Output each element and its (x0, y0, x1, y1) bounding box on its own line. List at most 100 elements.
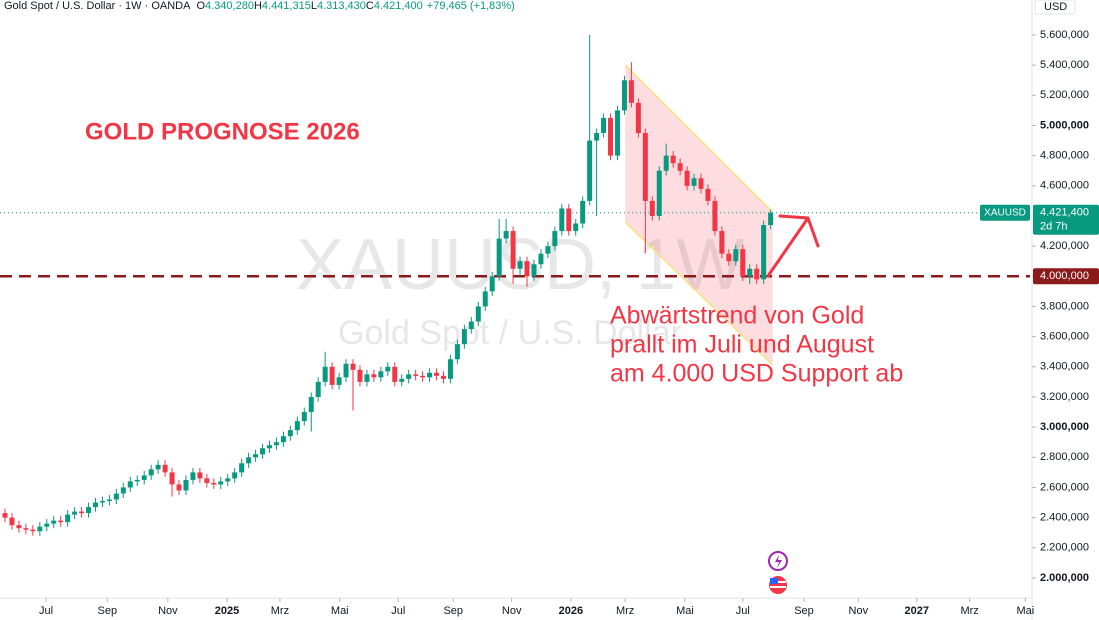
candle-body (663, 155, 669, 171)
candle-body (44, 523, 50, 527)
candle-body (294, 421, 300, 431)
x-tick-label: Mai (331, 605, 349, 617)
x-tick-label: Nov (849, 605, 869, 617)
candle-body (364, 374, 370, 382)
x-tick-label: 2025 (215, 605, 239, 617)
y-tick-label: 2.800,000 (1040, 451, 1089, 463)
candle-body (225, 478, 231, 482)
candle-body (517, 261, 523, 269)
candle-body (573, 223, 579, 232)
candle-body (635, 102, 641, 134)
candle-body (740, 249, 746, 277)
candle-body (482, 291, 488, 307)
candle-body (594, 133, 600, 141)
candle-body (232, 472, 238, 479)
y-tick-label: 3.400,000 (1040, 361, 1089, 373)
candle-body (106, 499, 112, 502)
candle-body (642, 133, 648, 201)
candle-body (350, 363, 356, 370)
candle-body (461, 329, 467, 345)
x-tick-label: Mrz (271, 605, 289, 617)
x-tick-label: Jul (736, 605, 750, 617)
candle-body (169, 472, 175, 485)
currency-box[interactable] (1034, 0, 1076, 15)
candle-body (601, 117, 607, 134)
candle-body (16, 525, 22, 529)
candle-body (719, 231, 725, 254)
legend-text: 4.421,400 (374, 0, 423, 12)
candle-body (531, 264, 537, 277)
y-tick-label: 3.600,000 (1040, 331, 1089, 343)
candle-body (239, 463, 245, 473)
y-tick-label: 5.400,000 (1040, 59, 1089, 71)
candle-body (30, 529, 36, 532)
candle-body (503, 231, 509, 239)
candle-body (677, 163, 683, 171)
candle-body (705, 188, 711, 201)
candle-body (79, 511, 85, 514)
candle-body (670, 155, 676, 164)
candle-body (9, 517, 15, 526)
candle-body (260, 448, 266, 455)
candle-body (183, 479, 189, 491)
candle-body (301, 412, 307, 422)
candle-body (684, 170, 690, 186)
candle-body (628, 80, 634, 103)
candle-body (280, 436, 286, 443)
candle-body (468, 321, 474, 330)
candle-body (761, 225, 767, 280)
legend-text: 4.340,280 (205, 0, 254, 12)
candle-body (51, 520, 57, 524)
x-tick-label: Sep (98, 605, 118, 617)
candle-body (580, 200, 586, 224)
annotation-line: prallt im Juli und August (610, 331, 874, 359)
x-tick-label: Mai (676, 605, 694, 617)
candle-body (608, 117, 614, 156)
candle-body (510, 231, 516, 269)
candle-body (148, 469, 154, 476)
candle-body (113, 493, 119, 500)
support-box (1033, 268, 1099, 285)
candle-body (211, 482, 217, 485)
y-tick-label: 5.000,000 (1040, 119, 1089, 131)
currency: USD (1044, 1, 1067, 13)
candle-body (287, 430, 293, 437)
candle-body (427, 372, 433, 378)
candle-body (698, 178, 704, 189)
annotation-line: am 4.000 USD Support ab (610, 360, 903, 388)
y-tick-label: 4.200,000 (1040, 240, 1089, 252)
x-tick-label: Mrz (616, 605, 634, 617)
flag-canton (770, 578, 778, 584)
candle-body (127, 481, 133, 488)
x-tick-label: Nov (502, 605, 522, 617)
candle-body (566, 208, 572, 232)
candle-body (322, 366, 328, 382)
candle-body (399, 378, 405, 382)
candle-body (204, 478, 210, 483)
support-label: 4.000,000 (1040, 270, 1089, 282)
candle-body (58, 520, 64, 523)
candle-body (621, 80, 627, 111)
symbol-label: XAUUSD (984, 207, 1026, 218)
watermark-name: Gold Spot / U.S. Dollar (338, 314, 682, 352)
candle-body (489, 276, 495, 292)
candle-body (559, 208, 565, 232)
x-tick-label: Sep (443, 605, 463, 617)
candle-body (336, 377, 342, 385)
candle-body (768, 212, 774, 226)
forecast-arrow (766, 214, 820, 278)
candle-body (92, 502, 98, 508)
candle-body (545, 246, 551, 254)
legend-text: 4.313,430 (317, 0, 366, 12)
y-tick-label: 2.600,000 (1040, 481, 1089, 493)
candle-body (434, 372, 440, 376)
symbol-box (980, 204, 1030, 221)
price-box (1033, 204, 1099, 235)
candle-body (614, 110, 620, 156)
y-tick-label: 4.800,000 (1040, 150, 1089, 162)
candle-body (754, 268, 760, 280)
candle-body (343, 363, 349, 378)
candle-body (733, 249, 739, 262)
